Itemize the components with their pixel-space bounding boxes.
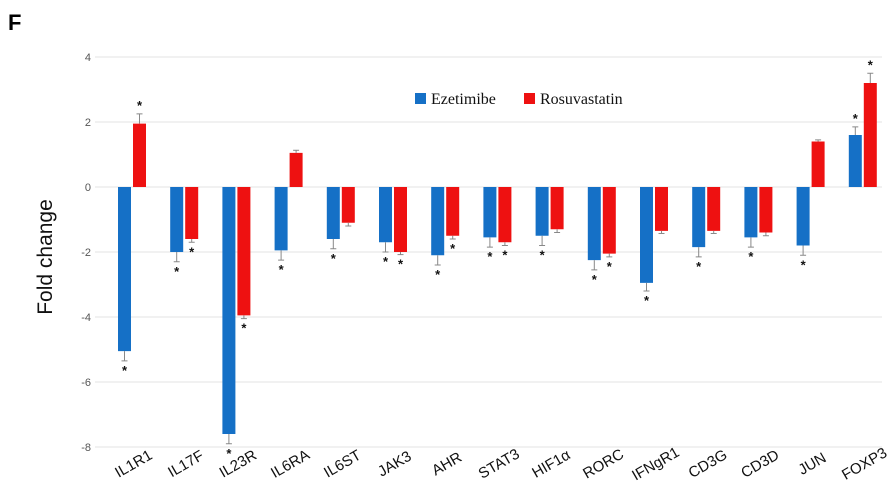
- bars: [118, 83, 877, 434]
- x-tick-label: AHR: [429, 449, 465, 480]
- panel-label: F: [8, 10, 22, 35]
- x-tick-label: HIF1α: [529, 446, 573, 481]
- bar-ezetimibe: [535, 187, 549, 236]
- x-tick-label: IL6ST: [321, 447, 364, 482]
- bar-ezetimibe: [640, 187, 653, 283]
- x-tick-label: IL23R: [217, 447, 260, 482]
- x-tick-label: FOXP3: [839, 444, 890, 483]
- bar-ezetimibe: [170, 187, 184, 252]
- significance-star: *: [331, 251, 337, 266]
- significance-star: *: [226, 446, 232, 461]
- bar-rosuvastatin: [394, 187, 407, 252]
- x-tick-label: IFNgR1: [629, 444, 682, 485]
- bar-ezetimibe: [744, 187, 758, 238]
- x-tick-label: IL17F: [165, 447, 207, 481]
- legend-entry: Ezetimibe: [431, 91, 496, 108]
- significance-star: *: [241, 321, 247, 336]
- bar-ezetimibe: [848, 135, 862, 187]
- x-tick-label: IL6RA: [268, 446, 313, 482]
- bar-ezetimibe: [274, 187, 288, 251]
- y-tick-label: -6: [81, 377, 91, 389]
- bar-ezetimibe: [483, 187, 497, 238]
- bar-rosuvastatin: [655, 187, 668, 231]
- bar-ezetimibe: [692, 187, 706, 248]
- significance-star: *: [137, 98, 143, 113]
- significance-star: *: [122, 363, 128, 378]
- significance-star: *: [487, 249, 493, 264]
- y-axis-label: Fold change: [34, 199, 57, 315]
- y-tick-label: 0: [85, 182, 91, 194]
- bar-rosuvastatin: [289, 152, 303, 187]
- bar-ezetimibe: [222, 187, 236, 434]
- significance-star: *: [383, 254, 389, 269]
- significance-star: *: [189, 244, 195, 259]
- significance-star: *: [801, 257, 807, 272]
- bar-rosuvastatin: [237, 187, 251, 316]
- bar-ezetimibe: [379, 187, 392, 243]
- significance-star: *: [748, 249, 754, 264]
- significance-star: *: [696, 259, 702, 274]
- significance-star: *: [398, 257, 404, 272]
- bar-rosuvastatin: [707, 187, 721, 231]
- y-tick-label: 4: [85, 52, 91, 64]
- legend-entry: Rosuvastatin: [540, 91, 623, 108]
- significance-star: *: [592, 272, 598, 287]
- bar-ezetimibe: [326, 187, 340, 239]
- bar-rosuvastatin: [133, 123, 146, 187]
- y-tick-label: -8: [81, 442, 91, 454]
- x-tick-label: JAK3: [375, 448, 415, 481]
- legend-swatch: [524, 93, 535, 104]
- x-tick-label: JUN: [795, 449, 829, 478]
- bar-rosuvastatin: [863, 83, 877, 187]
- bar-ezetimibe: [587, 187, 601, 261]
- bar-rosuvastatin: [446, 187, 460, 236]
- bar-rosuvastatin: [811, 141, 825, 187]
- bar-ezetimibe: [118, 187, 131, 352]
- significance-markers: * * * * * * * * * * * * * * * * * * * * * * *: [122, 57, 874, 461]
- y-tick-label: -2: [81, 247, 91, 259]
- x-tick-label: STAT3: [476, 446, 523, 483]
- bar-ezetimibe: [796, 187, 810, 246]
- significance-star: *: [450, 241, 456, 256]
- bar-rosuvastatin: [602, 187, 616, 254]
- significance-star: *: [174, 264, 180, 279]
- bar-rosuvastatin: [759, 187, 773, 233]
- x-tick-label: IL1R1: [112, 447, 155, 482]
- significance-star: *: [644, 293, 650, 308]
- significance-star: *: [540, 248, 546, 263]
- x-tick-label: CD3G: [686, 446, 731, 482]
- legend-swatch: [415, 93, 426, 104]
- bar-ezetimibe: [431, 187, 445, 256]
- significance-star: *: [435, 267, 441, 282]
- significance-star: *: [607, 259, 613, 274]
- significance-star: *: [868, 57, 874, 72]
- x-tick-label: RORC: [580, 446, 627, 483]
- bar-rosuvastatin: [498, 187, 512, 243]
- error-bars: [121, 72, 874, 445]
- significance-star: *: [279, 262, 285, 277]
- significance-star: *: [502, 248, 508, 263]
- bar-rosuvastatin: [341, 187, 355, 223]
- y-tick-label: 2: [85, 117, 91, 129]
- legend: Ezetimibe Rosuvastatin: [415, 91, 623, 108]
- x-tick-label: CD3D: [738, 446, 782, 481]
- y-tick-label: -4: [81, 312, 91, 324]
- y-axis-ticks: 4 2 0 -2 -4 -6 -8: [81, 52, 91, 454]
- bar-rosuvastatin: [550, 187, 564, 230]
- bar-rosuvastatin: [185, 187, 199, 239]
- significance-star: *: [853, 111, 859, 126]
